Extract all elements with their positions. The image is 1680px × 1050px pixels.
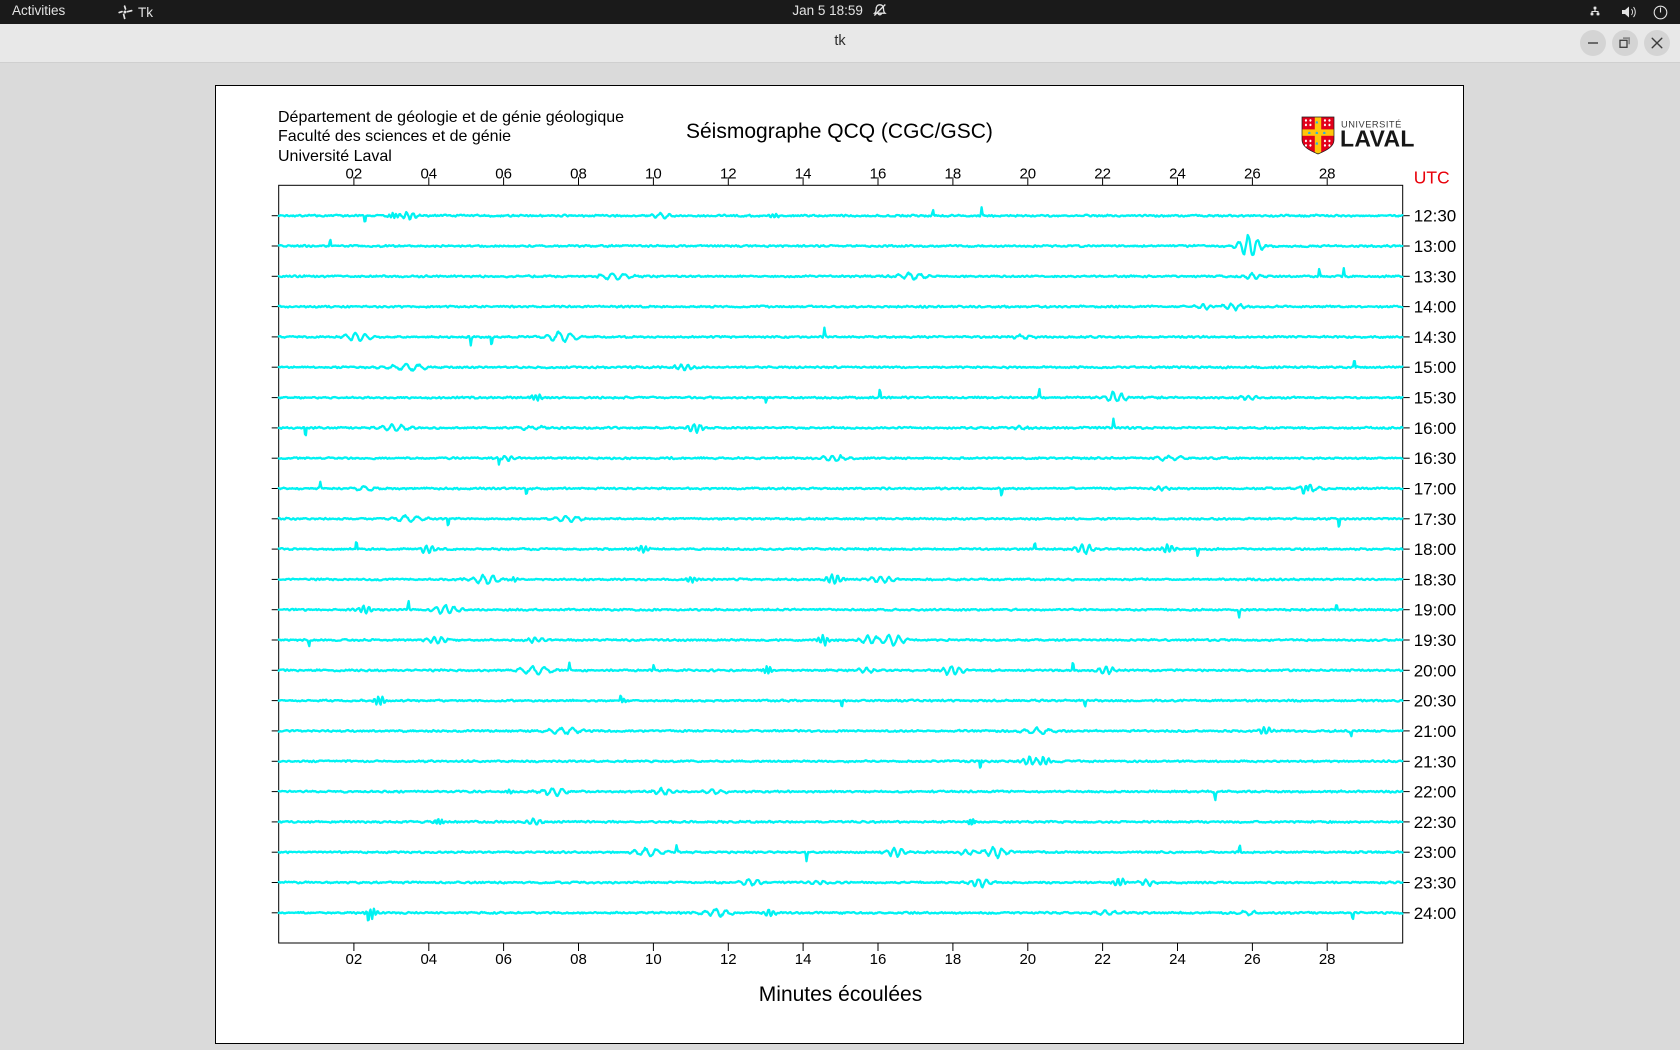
svg-text:18: 18 bbox=[945, 951, 962, 968]
svg-text:16: 16 bbox=[870, 165, 887, 182]
svg-text:23:30: 23:30 bbox=[1414, 874, 1457, 893]
svg-text:21:00: 21:00 bbox=[1414, 722, 1457, 741]
svg-text:17:00: 17:00 bbox=[1414, 480, 1457, 499]
svg-text:17:30: 17:30 bbox=[1414, 510, 1457, 529]
svg-text:08: 08 bbox=[570, 165, 587, 182]
svg-text:22:00: 22:00 bbox=[1414, 783, 1457, 802]
svg-text:12:30: 12:30 bbox=[1414, 207, 1457, 226]
svg-text:04: 04 bbox=[420, 165, 437, 182]
svg-text:10: 10 bbox=[645, 165, 662, 182]
svg-text:UTC: UTC bbox=[1414, 167, 1450, 187]
svg-text:19:00: 19:00 bbox=[1414, 601, 1457, 620]
svg-text:24: 24 bbox=[1169, 165, 1186, 182]
svg-text:14: 14 bbox=[795, 165, 812, 182]
svg-text:06: 06 bbox=[495, 951, 512, 968]
svg-text:24:00: 24:00 bbox=[1414, 904, 1457, 923]
svg-text:28: 28 bbox=[1319, 951, 1336, 968]
svg-text:18:00: 18:00 bbox=[1414, 540, 1457, 559]
svg-text:16:30: 16:30 bbox=[1414, 449, 1457, 468]
svg-text:18:30: 18:30 bbox=[1414, 570, 1457, 589]
svg-text:15:00: 15:00 bbox=[1414, 358, 1457, 377]
svg-text:20: 20 bbox=[1019, 165, 1036, 182]
svg-text:16:00: 16:00 bbox=[1414, 419, 1457, 438]
svg-text:23:00: 23:00 bbox=[1414, 843, 1457, 862]
svg-text:26: 26 bbox=[1244, 951, 1261, 968]
svg-text:22: 22 bbox=[1094, 951, 1111, 968]
svg-text:22:30: 22:30 bbox=[1414, 813, 1457, 832]
svg-text:28: 28 bbox=[1319, 165, 1336, 182]
svg-text:20: 20 bbox=[1019, 951, 1036, 968]
svg-text:12: 12 bbox=[720, 165, 737, 182]
svg-text:14: 14 bbox=[795, 951, 812, 968]
svg-text:10: 10 bbox=[645, 951, 662, 968]
svg-text:LAVAL: LAVAL bbox=[1340, 126, 1415, 152]
svg-text:14:00: 14:00 bbox=[1414, 298, 1457, 317]
svg-text:12: 12 bbox=[720, 951, 737, 968]
svg-text:19:30: 19:30 bbox=[1414, 631, 1457, 650]
svg-text:20:30: 20:30 bbox=[1414, 692, 1457, 711]
svg-text:21:30: 21:30 bbox=[1414, 752, 1457, 771]
svg-text:06: 06 bbox=[495, 165, 512, 182]
svg-text:24: 24 bbox=[1169, 951, 1186, 968]
svg-text:02: 02 bbox=[346, 165, 363, 182]
svg-text:08: 08 bbox=[570, 951, 587, 968]
svg-text:16: 16 bbox=[870, 951, 887, 968]
svg-text:02: 02 bbox=[346, 951, 363, 968]
svg-text:18: 18 bbox=[945, 165, 962, 182]
svg-text:20:00: 20:00 bbox=[1414, 661, 1457, 680]
svg-text:13:00: 13:00 bbox=[1414, 237, 1457, 256]
svg-text:04: 04 bbox=[420, 951, 437, 968]
svg-text:15:30: 15:30 bbox=[1414, 389, 1457, 408]
svg-text:22: 22 bbox=[1094, 165, 1111, 182]
svg-text:13:30: 13:30 bbox=[1414, 267, 1457, 286]
svg-text:26: 26 bbox=[1244, 165, 1261, 182]
svg-text:14:30: 14:30 bbox=[1414, 328, 1457, 347]
